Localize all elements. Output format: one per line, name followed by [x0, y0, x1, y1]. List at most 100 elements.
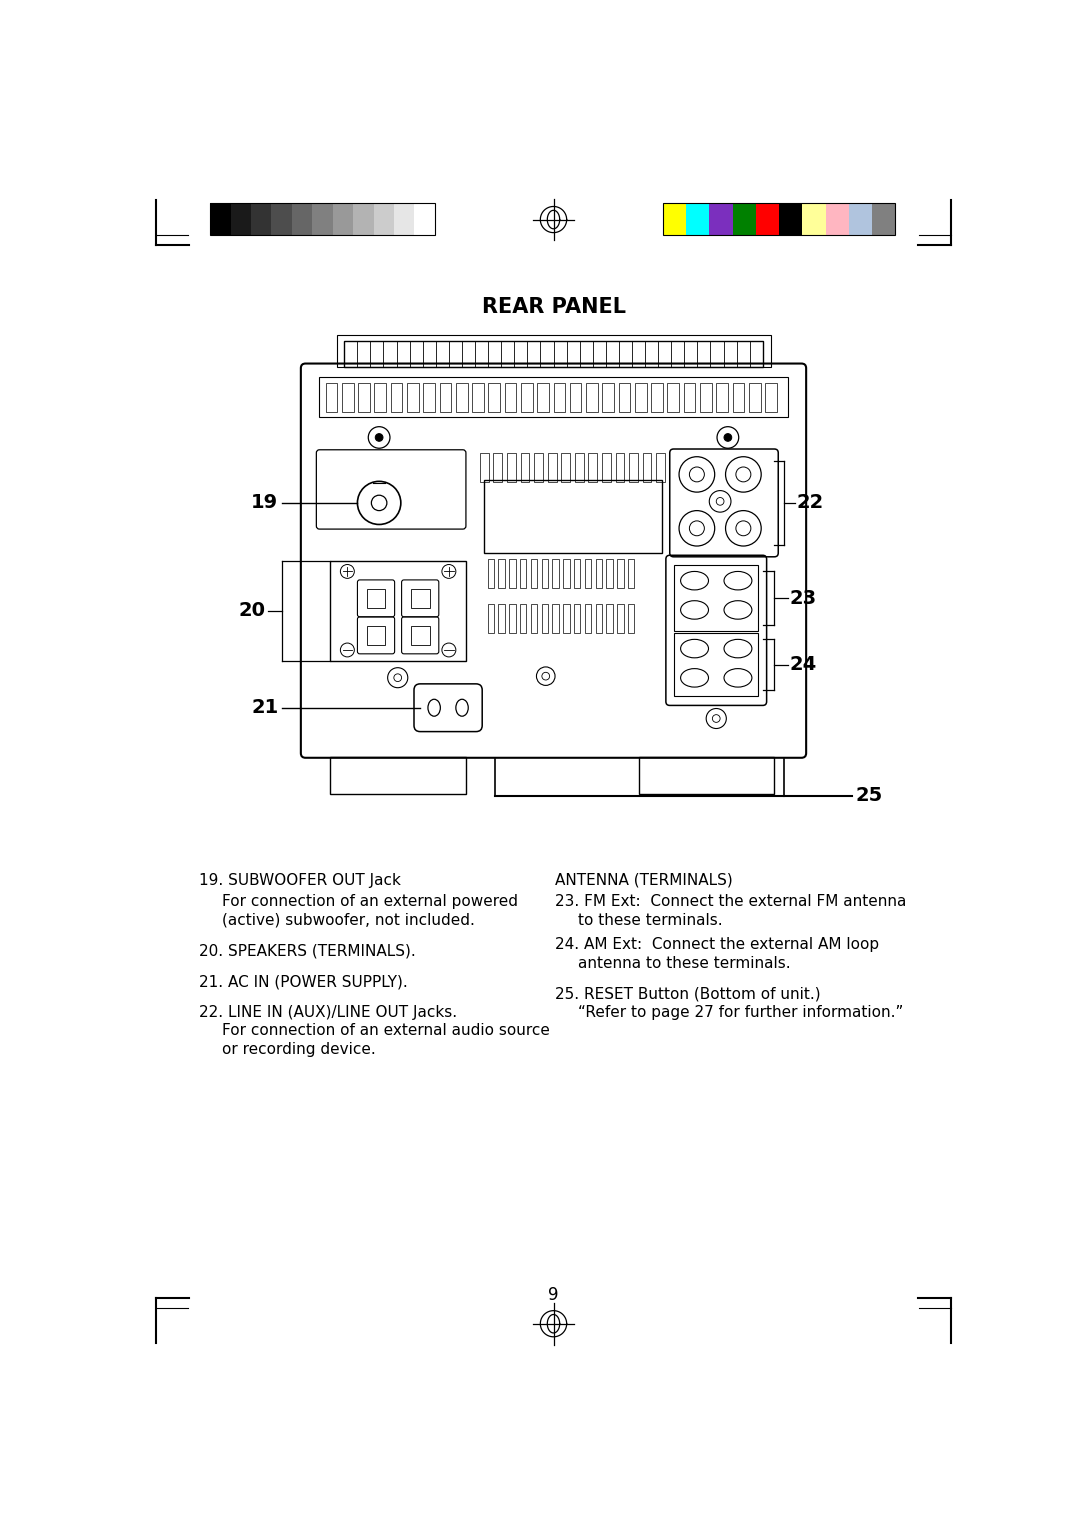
Bar — [521, 452, 529, 483]
Bar — [410, 590, 430, 608]
Bar — [554, 384, 565, 413]
Bar — [271, 203, 292, 235]
Bar — [374, 203, 394, 235]
Bar — [748, 384, 760, 413]
Bar — [353, 203, 374, 235]
Bar — [488, 384, 500, 413]
Bar — [562, 452, 570, 483]
Bar — [700, 384, 712, 413]
Bar — [320, 377, 787, 417]
Text: 19. SUBWOOFER OUT Jack: 19. SUBWOOFER OUT Jack — [199, 872, 401, 888]
Bar — [575, 452, 583, 483]
Bar — [635, 384, 647, 413]
Text: 19: 19 — [252, 494, 279, 512]
Circle shape — [724, 434, 732, 442]
Text: 21. AC IN (POWER SUPPLY).: 21. AC IN (POWER SUPPLY). — [199, 975, 407, 989]
Bar — [667, 384, 679, 413]
Bar — [530, 604, 537, 633]
Bar — [825, 203, 849, 235]
Bar — [619, 384, 631, 413]
Bar — [488, 559, 495, 588]
Bar — [589, 452, 597, 483]
Bar — [616, 452, 624, 483]
Bar — [488, 604, 495, 633]
Bar — [663, 203, 686, 235]
Bar — [595, 604, 602, 633]
Bar — [521, 384, 532, 413]
Bar — [716, 384, 728, 413]
Bar — [563, 559, 569, 588]
Bar — [756, 203, 779, 235]
Text: 22: 22 — [797, 494, 824, 512]
Bar — [606, 604, 612, 633]
Bar — [606, 559, 612, 588]
Text: or recording device.: or recording device. — [221, 1042, 376, 1057]
Bar — [472, 384, 484, 413]
Bar — [872, 203, 895, 235]
Bar — [342, 384, 353, 413]
Bar — [330, 561, 465, 660]
Text: For connection of an external powered: For connection of an external powered — [221, 894, 517, 909]
Bar — [765, 384, 777, 413]
Bar — [211, 203, 231, 235]
Bar — [367, 590, 386, 608]
Bar — [779, 203, 802, 235]
Bar — [456, 384, 468, 413]
Bar — [509, 604, 515, 633]
Bar — [330, 756, 465, 795]
Bar — [602, 452, 611, 483]
Bar — [507, 452, 516, 483]
Bar — [552, 559, 558, 588]
Bar — [584, 604, 591, 633]
Bar — [617, 559, 623, 588]
Text: 23. FM Ext:  Connect the external FM antenna: 23. FM Ext: Connect the external FM ante… — [555, 894, 906, 909]
Bar — [686, 203, 710, 235]
Bar — [586, 384, 597, 413]
Text: REAR PANEL: REAR PANEL — [482, 298, 625, 318]
Bar — [480, 452, 488, 483]
Text: For connection of an external audio source: For connection of an external audio sour… — [221, 1024, 550, 1039]
Bar — [231, 203, 251, 235]
Bar — [537, 384, 549, 413]
Bar — [651, 384, 663, 413]
Bar — [312, 203, 333, 235]
Bar — [627, 604, 634, 633]
Bar — [732, 203, 756, 235]
Text: 25: 25 — [855, 785, 883, 805]
Bar — [570, 384, 581, 413]
Bar — [410, 626, 430, 645]
Bar — [391, 384, 403, 413]
Bar — [663, 203, 895, 235]
Text: 20: 20 — [239, 601, 266, 620]
Text: 24. AM Ext:  Connect the external AM loop: 24. AM Ext: Connect the external AM loop — [555, 937, 879, 952]
Bar — [326, 384, 337, 413]
Bar — [732, 384, 744, 413]
Bar — [394, 203, 415, 235]
Bar — [367, 626, 386, 645]
Bar — [494, 452, 502, 483]
Circle shape — [375, 434, 383, 442]
Bar — [519, 559, 526, 588]
Bar — [710, 203, 732, 235]
Text: 24: 24 — [789, 656, 818, 674]
Bar — [603, 384, 615, 413]
Bar — [684, 384, 696, 413]
Bar — [498, 559, 504, 588]
Bar — [423, 384, 435, 413]
Bar — [627, 559, 634, 588]
Bar — [573, 604, 580, 633]
Bar — [657, 452, 665, 483]
Text: 21: 21 — [252, 698, 279, 717]
Bar — [548, 452, 556, 483]
Bar — [617, 604, 623, 633]
Bar — [333, 203, 353, 235]
Bar — [802, 203, 825, 235]
Bar — [407, 384, 419, 413]
Bar — [519, 604, 526, 633]
Bar — [573, 559, 580, 588]
Text: antenna to these terminals.: antenna to these terminals. — [578, 955, 791, 970]
Text: 23: 23 — [789, 588, 816, 608]
Bar — [535, 452, 543, 483]
Bar — [498, 604, 504, 633]
Bar — [849, 203, 872, 235]
